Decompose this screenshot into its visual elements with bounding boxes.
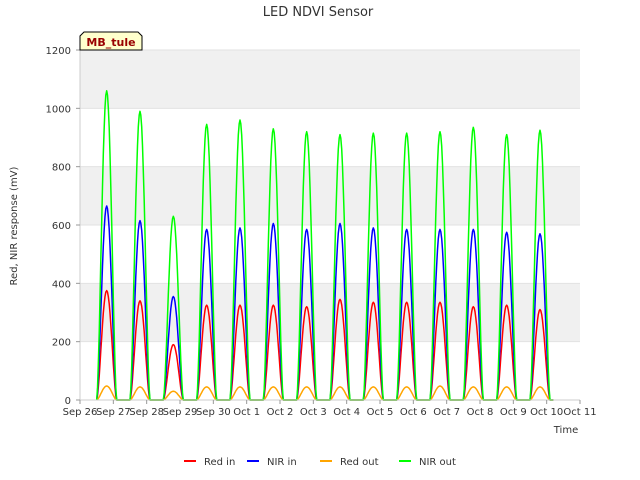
x-tick-label: Oct 11 [563, 407, 596, 418]
site-tag: MB_tule [79, 31, 143, 51]
x-tick-label: Oct 10 [530, 407, 563, 418]
y-tick-label: 600 [52, 221, 71, 232]
x-axis-title: Time [553, 425, 578, 436]
x-tick-label: Oct 5 [367, 407, 394, 418]
site-tag-label: MB_tule [86, 36, 135, 49]
y-tick-label: 1000 [46, 104, 71, 115]
x-tick-label: Oct 7 [433, 407, 460, 418]
y-tick-label: 800 [52, 163, 71, 174]
chart-title: LED NDVI Sensor [263, 5, 374, 20]
plot-band [80, 50, 580, 109]
x-tick-label: Sep 26 [63, 407, 98, 418]
y-tick-label: 200 [52, 338, 71, 349]
legend-item: Red in [184, 457, 235, 468]
y-axis-title: Red, NIR response (mV) [9, 166, 20, 285]
x-tick-label: Sep 28 [129, 407, 164, 418]
legend-item: NIR out [399, 457, 456, 468]
y-tick-label: 1200 [46, 46, 71, 57]
x-tick-label: Oct 4 [333, 407, 360, 418]
x-tick-label: Oct 1 [233, 407, 260, 418]
x-tick-label: Oct 6 [400, 407, 427, 418]
x-tick-label: Oct 8 [467, 407, 494, 418]
legend: Red in NIR in Red out NIR out [184, 457, 456, 468]
plot-band [80, 283, 580, 342]
legend-label: Red in [204, 457, 235, 468]
legend-item: Red out [320, 457, 379, 468]
legend-label: NIR in [267, 457, 297, 468]
y-tick-label: 0 [65, 396, 71, 407]
x-tick-label: Oct 3 [300, 407, 327, 418]
legend-item: NIR in [247, 457, 297, 468]
x-tick-label: Sep 30 [196, 407, 231, 418]
legend-label: Red out [340, 457, 379, 468]
legend-label: NIR out [419, 457, 456, 468]
site-tag-box [79, 31, 143, 51]
y-axis-ticks: 0 200 400 600 800 1000 1200 [46, 46, 80, 407]
x-tick-label: Oct 2 [267, 407, 294, 418]
x-tick-label: Sep 27 [96, 407, 131, 418]
plot-band [80, 166, 580, 225]
y-tick-label: 400 [52, 279, 71, 290]
x-tick-label: Oct 9 [500, 407, 527, 418]
x-tick-label: Sep 29 [163, 407, 198, 418]
